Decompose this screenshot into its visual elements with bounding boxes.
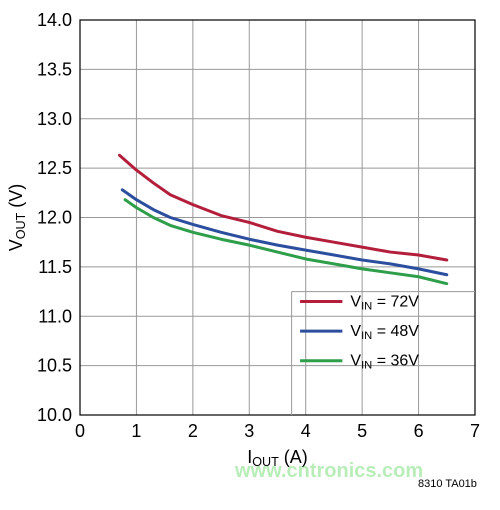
legend-label: VIN = 48V (350, 323, 419, 342)
legend-label: VIN = 36V (350, 353, 419, 372)
x-tick-label: 5 (357, 421, 367, 441)
x-tick-label: 2 (188, 421, 198, 441)
y-tick-label: 14.0 (37, 10, 72, 30)
y-tick-label: 10.0 (37, 405, 72, 425)
y-tick-label: 13.5 (37, 59, 72, 79)
y-tick-label: 11.0 (38, 306, 72, 326)
y-tick-label: 12.0 (37, 208, 72, 228)
x-tick-label: 3 (244, 421, 254, 441)
watermark: www.cntronics.com (235, 460, 423, 483)
x-tick-label: 6 (414, 421, 424, 441)
x-tick-label: 4 (301, 421, 311, 441)
x-tick-label: 7 (470, 421, 480, 441)
chart-svg: 0 1 2 3 4 5 6 7 10.0 10.5 11.0 11.5 12.0 12.5 13.0 13.5… (0, 0, 500, 510)
y-tick-label: 10.5 (37, 356, 72, 376)
legend-label: VIN = 72V (350, 293, 419, 312)
figure-id-label: 8310 TA01b (418, 478, 477, 490)
y-tick-label: 11.5 (38, 257, 72, 277)
y-tick-label: 12.5 (37, 158, 72, 178)
y-tick-label: 13.0 (37, 109, 72, 129)
x-tick-label: 0 (75, 421, 85, 441)
chart-container: 0 1 2 3 4 5 6 7 10.0 10.5 11.0 11.5 12.0 12.5 13.0 13.5… (0, 0, 500, 510)
x-tick-label: 1 (131, 421, 141, 441)
